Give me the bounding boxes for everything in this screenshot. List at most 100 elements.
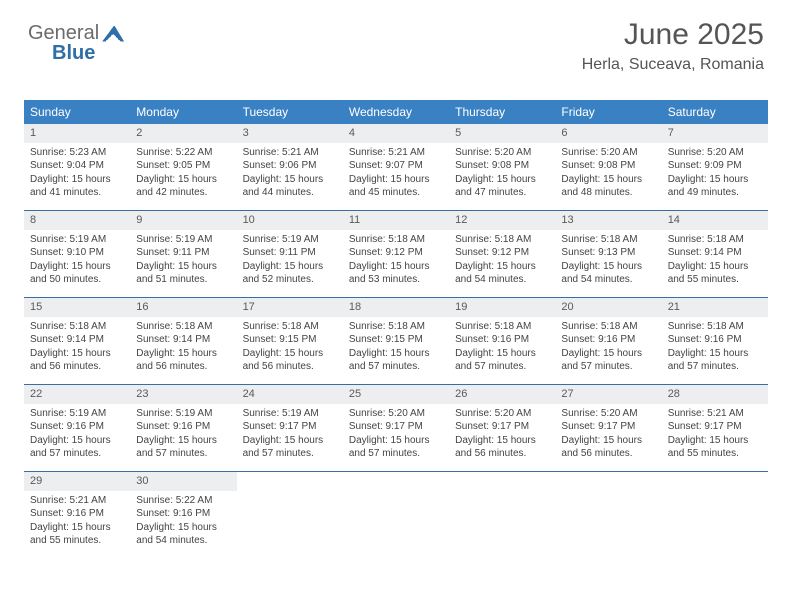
- brand-logo-line2: Blue: [52, 42, 95, 65]
- day-details: Sunrise: 5:19 AMSunset: 9:11 PMDaylight:…: [130, 230, 236, 293]
- day-details: Sunrise: 5:19 AMSunset: 9:17 PMDaylight:…: [237, 404, 343, 467]
- day-number: 2: [130, 124, 236, 143]
- day-number: 8: [24, 211, 130, 230]
- weekday-header: Tuesday: [237, 100, 343, 124]
- day-details: Sunrise: 5:21 AMSunset: 9:16 PMDaylight:…: [24, 491, 130, 554]
- day-cell: 19Sunrise: 5:18 AMSunset: 9:16 PMDayligh…: [449, 298, 555, 384]
- day-cell: [449, 472, 555, 558]
- day-cell: 1Sunrise: 5:23 AMSunset: 9:04 PMDaylight…: [24, 124, 130, 210]
- day-details: Sunrise: 5:20 AMSunset: 9:17 PMDaylight:…: [343, 404, 449, 467]
- week-row: 29Sunrise: 5:21 AMSunset: 9:16 PMDayligh…: [24, 472, 768, 558]
- day-details: Sunrise: 5:20 AMSunset: 9:08 PMDaylight:…: [449, 143, 555, 206]
- day-number: 23: [130, 385, 236, 404]
- day-cell: 20Sunrise: 5:18 AMSunset: 9:16 PMDayligh…: [555, 298, 661, 384]
- day-details: Sunrise: 5:19 AMSunset: 9:10 PMDaylight:…: [24, 230, 130, 293]
- day-cell: 26Sunrise: 5:20 AMSunset: 9:17 PMDayligh…: [449, 385, 555, 471]
- day-details: Sunrise: 5:18 AMSunset: 9:15 PMDaylight:…: [343, 317, 449, 380]
- day-number: 16: [130, 298, 236, 317]
- day-number: 5: [449, 124, 555, 143]
- day-cell: [237, 472, 343, 558]
- day-details: Sunrise: 5:18 AMSunset: 9:16 PMDaylight:…: [449, 317, 555, 380]
- calendar-grid: SundayMondayTuesdayWednesdayThursdayFrid…: [24, 100, 768, 558]
- day-cell: 8Sunrise: 5:19 AMSunset: 9:10 PMDaylight…: [24, 211, 130, 297]
- header-right: June 2025 Herla, Suceava, Romania: [582, 18, 764, 74]
- day-details: Sunrise: 5:20 AMSunset: 9:17 PMDaylight:…: [449, 404, 555, 467]
- weekday-header-row: SundayMondayTuesdayWednesdayThursdayFrid…: [24, 100, 768, 124]
- week-row: 15Sunrise: 5:18 AMSunset: 9:14 PMDayligh…: [24, 298, 768, 385]
- day-cell: 9Sunrise: 5:19 AMSunset: 9:11 PMDaylight…: [130, 211, 236, 297]
- day-details: Sunrise: 5:20 AMSunset: 9:09 PMDaylight:…: [662, 143, 768, 206]
- day-cell: [343, 472, 449, 558]
- day-details: Sunrise: 5:18 AMSunset: 9:15 PMDaylight:…: [237, 317, 343, 380]
- day-number: 19: [449, 298, 555, 317]
- day-cell: 2Sunrise: 5:22 AMSunset: 9:05 PMDaylight…: [130, 124, 236, 210]
- day-cell: 15Sunrise: 5:18 AMSunset: 9:14 PMDayligh…: [24, 298, 130, 384]
- day-details: Sunrise: 5:18 AMSunset: 9:14 PMDaylight:…: [662, 230, 768, 293]
- day-cell: 17Sunrise: 5:18 AMSunset: 9:15 PMDayligh…: [237, 298, 343, 384]
- day-cell: 4Sunrise: 5:21 AMSunset: 9:07 PMDaylight…: [343, 124, 449, 210]
- day-number: 26: [449, 385, 555, 404]
- day-number: 15: [24, 298, 130, 317]
- day-cell: 10Sunrise: 5:19 AMSunset: 9:11 PMDayligh…: [237, 211, 343, 297]
- weeks-container: 1Sunrise: 5:23 AMSunset: 9:04 PMDaylight…: [24, 124, 768, 558]
- day-number: 7: [662, 124, 768, 143]
- brand-triangle-icon: [102, 26, 124, 42]
- week-row: 22Sunrise: 5:19 AMSunset: 9:16 PMDayligh…: [24, 385, 768, 472]
- day-cell: 7Sunrise: 5:20 AMSunset: 9:09 PMDaylight…: [662, 124, 768, 210]
- day-number: 28: [662, 385, 768, 404]
- day-cell: 5Sunrise: 5:20 AMSunset: 9:08 PMDaylight…: [449, 124, 555, 210]
- day-number: 18: [343, 298, 449, 317]
- day-details: Sunrise: 5:19 AMSunset: 9:16 PMDaylight:…: [130, 404, 236, 467]
- day-cell: 14Sunrise: 5:18 AMSunset: 9:14 PMDayligh…: [662, 211, 768, 297]
- day-cell: 13Sunrise: 5:18 AMSunset: 9:13 PMDayligh…: [555, 211, 661, 297]
- day-cell: 22Sunrise: 5:19 AMSunset: 9:16 PMDayligh…: [24, 385, 130, 471]
- day-details: Sunrise: 5:22 AMSunset: 9:16 PMDaylight:…: [130, 491, 236, 554]
- day-details: Sunrise: 5:18 AMSunset: 9:12 PMDaylight:…: [343, 230, 449, 293]
- day-details: Sunrise: 5:20 AMSunset: 9:17 PMDaylight:…: [555, 404, 661, 467]
- day-details: Sunrise: 5:18 AMSunset: 9:14 PMDaylight:…: [130, 317, 236, 380]
- day-cell: [555, 472, 661, 558]
- day-details: Sunrise: 5:18 AMSunset: 9:16 PMDaylight:…: [662, 317, 768, 380]
- month-title: June 2025: [582, 18, 764, 52]
- brand-part2: Blue: [52, 42, 95, 65]
- day-number: 9: [130, 211, 236, 230]
- day-details: Sunrise: 5:18 AMSunset: 9:14 PMDaylight:…: [24, 317, 130, 380]
- day-cell: 27Sunrise: 5:20 AMSunset: 9:17 PMDayligh…: [555, 385, 661, 471]
- day-details: Sunrise: 5:22 AMSunset: 9:05 PMDaylight:…: [130, 143, 236, 206]
- day-details: Sunrise: 5:21 AMSunset: 9:07 PMDaylight:…: [343, 143, 449, 206]
- day-number: 11: [343, 211, 449, 230]
- day-number: 27: [555, 385, 661, 404]
- location-text: Herla, Suceava, Romania: [582, 56, 764, 74]
- day-number: 12: [449, 211, 555, 230]
- day-details: Sunrise: 5:19 AMSunset: 9:16 PMDaylight:…: [24, 404, 130, 467]
- day-cell: 24Sunrise: 5:19 AMSunset: 9:17 PMDayligh…: [237, 385, 343, 471]
- day-cell: [662, 472, 768, 558]
- weekday-header: Friday: [555, 100, 661, 124]
- day-number: 21: [662, 298, 768, 317]
- day-number: 17: [237, 298, 343, 317]
- day-cell: 25Sunrise: 5:20 AMSunset: 9:17 PMDayligh…: [343, 385, 449, 471]
- day-details: Sunrise: 5:18 AMSunset: 9:12 PMDaylight:…: [449, 230, 555, 293]
- day-cell: 30Sunrise: 5:22 AMSunset: 9:16 PMDayligh…: [130, 472, 236, 558]
- day-cell: 6Sunrise: 5:20 AMSunset: 9:08 PMDaylight…: [555, 124, 661, 210]
- week-row: 8Sunrise: 5:19 AMSunset: 9:10 PMDaylight…: [24, 211, 768, 298]
- day-details: Sunrise: 5:20 AMSunset: 9:08 PMDaylight:…: [555, 143, 661, 206]
- day-number: 3: [237, 124, 343, 143]
- weekday-header: Monday: [130, 100, 236, 124]
- day-number: 4: [343, 124, 449, 143]
- day-number: 22: [24, 385, 130, 404]
- day-details: Sunrise: 5:19 AMSunset: 9:11 PMDaylight:…: [237, 230, 343, 293]
- day-number: 13: [555, 211, 661, 230]
- day-details: Sunrise: 5:21 AMSunset: 9:17 PMDaylight:…: [662, 404, 768, 467]
- day-number: 1: [24, 124, 130, 143]
- day-cell: 29Sunrise: 5:21 AMSunset: 9:16 PMDayligh…: [24, 472, 130, 558]
- day-details: Sunrise: 5:23 AMSunset: 9:04 PMDaylight:…: [24, 143, 130, 206]
- day-cell: 18Sunrise: 5:18 AMSunset: 9:15 PMDayligh…: [343, 298, 449, 384]
- weekday-header: Thursday: [449, 100, 555, 124]
- day-details: Sunrise: 5:21 AMSunset: 9:06 PMDaylight:…: [237, 143, 343, 206]
- day-number: 14: [662, 211, 768, 230]
- day-cell: 3Sunrise: 5:21 AMSunset: 9:06 PMDaylight…: [237, 124, 343, 210]
- day-cell: 21Sunrise: 5:18 AMSunset: 9:16 PMDayligh…: [662, 298, 768, 384]
- day-cell: 28Sunrise: 5:21 AMSunset: 9:17 PMDayligh…: [662, 385, 768, 471]
- day-number: 10: [237, 211, 343, 230]
